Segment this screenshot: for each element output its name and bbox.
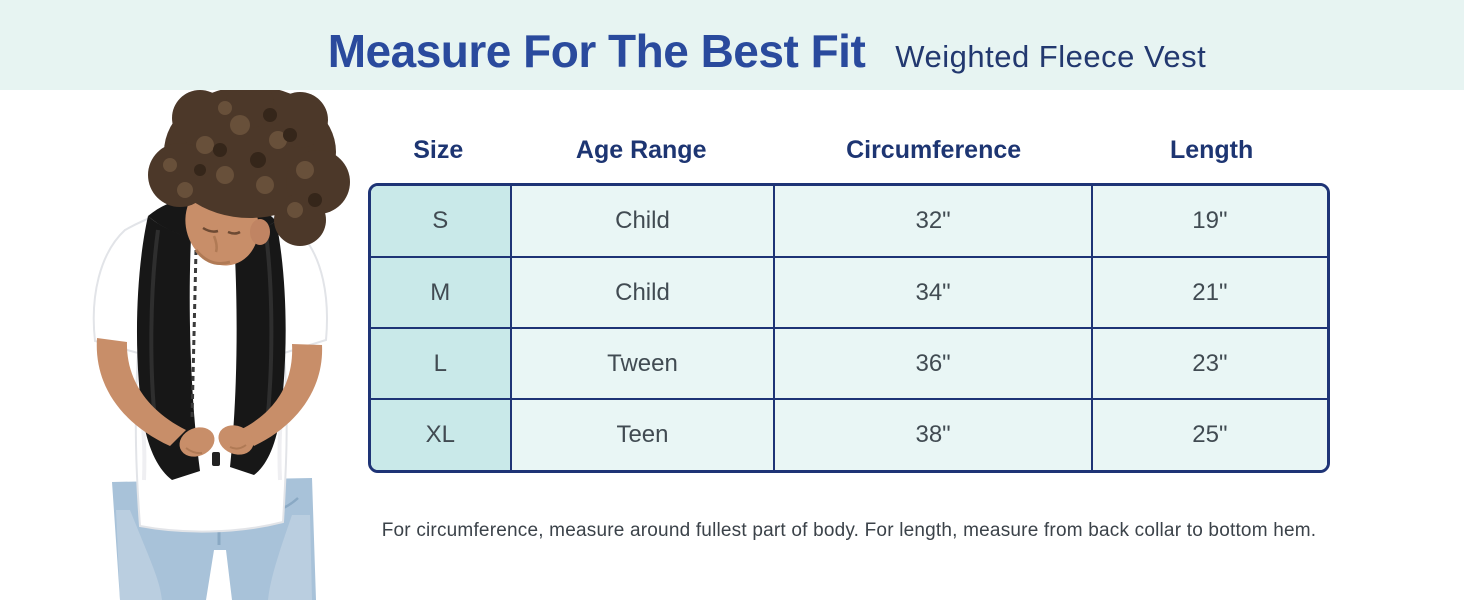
length-cell: 25" [1090, 398, 1327, 470]
sizing-chart: Size Age Range Circumference Length S Ch… [368, 128, 1330, 473]
vest-zipper-pull [212, 452, 220, 466]
sizing-table: S Child 32" 19" M Child 34" 21" L Tween … [371, 186, 1327, 470]
header-banner: Measure For The Best Fit Weighted Fleece… [0, 0, 1464, 90]
model-arms [96, 338, 323, 466]
table-row-s: S Child 32" 19" [371, 186, 1327, 258]
table-row-xl: XL Teen 38" 25" [371, 398, 1327, 470]
table-row-m: M Child 34" 21" [371, 256, 1327, 329]
size-cell: XL [371, 398, 512, 470]
model-right-hand [218, 425, 254, 455]
column-header-age-range: Age Range [575, 135, 707, 164]
column-header-length: Length [1169, 135, 1254, 164]
size-cell: L [371, 327, 512, 400]
age-range-cell: Child [509, 186, 776, 258]
model-hair [148, 80, 350, 246]
model-photo [0, 80, 380, 600]
circumference-cell: 38" [773, 398, 1093, 470]
sizing-table-box: S Child 32" 19" M Child 34" 21" L Tween … [368, 183, 1330, 473]
column-header-circumference: Circumference [846, 135, 1022, 164]
table-row-l: L Tween 36" 23" [371, 327, 1327, 400]
age-range-cell: Teen [509, 398, 776, 470]
product-name: Weighted Fleece Vest [895, 39, 1207, 74]
age-range-cell: Child [509, 256, 776, 329]
model-ear [250, 219, 270, 245]
age-range-cell: Tween [509, 327, 776, 400]
column-header-size: Size [413, 135, 464, 164]
length-cell: 19" [1090, 186, 1327, 258]
model-photo-illustration [92, 80, 350, 600]
sizing-chart-headers: Size Age Range Circumference Length [368, 128, 1330, 172]
length-cell: 23" [1090, 327, 1327, 400]
circumference-cell: 36" [773, 327, 1093, 400]
length-cell: 21" [1090, 256, 1327, 329]
size-cell: M [371, 256, 512, 329]
page-title: Measure For The Best Fit [327, 25, 866, 77]
measurement-footnote: For circumference, measure around fulles… [381, 520, 1317, 541]
size-cell: S [371, 186, 512, 258]
circumference-cell: 34" [773, 256, 1093, 329]
circumference-cell: 32" [773, 186, 1093, 258]
